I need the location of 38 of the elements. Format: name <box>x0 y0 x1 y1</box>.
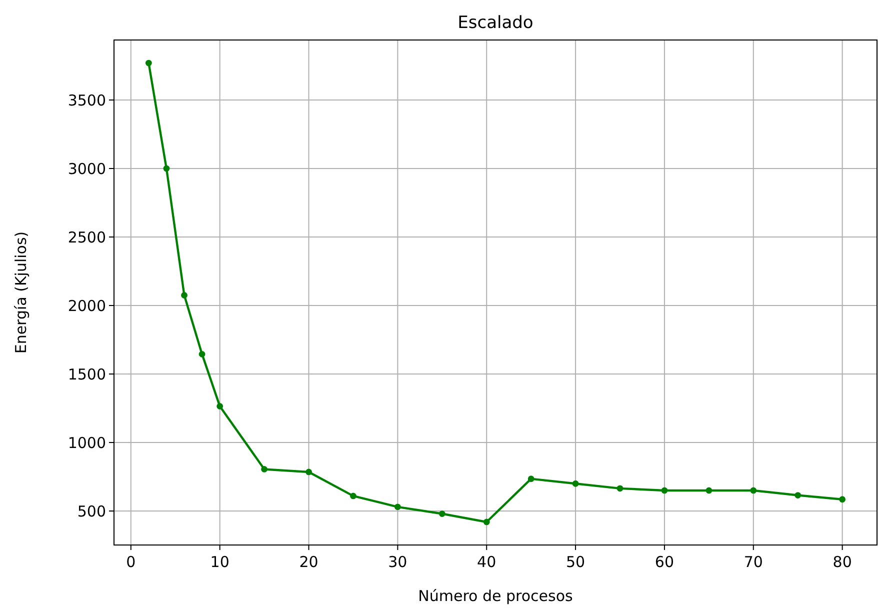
x-tick-label: 40 <box>477 553 496 571</box>
x-tick-label: 30 <box>388 553 408 571</box>
x-tick-label: 50 <box>566 553 586 571</box>
y-tick-label: 2000 <box>68 296 106 315</box>
point <box>528 476 534 482</box>
point <box>306 468 312 476</box>
point <box>706 487 712 494</box>
y-tick-label: 1500 <box>68 365 106 384</box>
point <box>794 492 802 498</box>
y-tick-label: 3000 <box>68 160 106 178</box>
x-tick-label: 20 <box>299 553 318 571</box>
y-tick-label: 1000 <box>68 434 106 452</box>
x-tick-label: 80 <box>832 553 852 571</box>
x-tick-label: 0 <box>126 553 136 571</box>
point <box>839 496 846 503</box>
point <box>616 485 624 492</box>
point <box>261 466 268 472</box>
y-axis-title: Energía (Kjulios) <box>12 231 30 354</box>
x-tick-label: 70 <box>744 553 763 571</box>
point <box>483 518 490 526</box>
y-tick-label: 3500 <box>68 91 106 110</box>
y-tick-label: 500 <box>77 502 106 520</box>
point <box>750 487 757 494</box>
point <box>572 480 579 487</box>
x-tick-label: 60 <box>654 553 674 571</box>
point <box>181 292 188 298</box>
point <box>145 60 152 66</box>
point <box>198 350 206 358</box>
y-tick-label: 2500 <box>68 228 106 246</box>
x-tick-label: 10 <box>210 553 230 571</box>
point <box>163 165 170 172</box>
chart-title: Escalado <box>458 13 534 33</box>
point <box>394 504 401 510</box>
point <box>350 492 356 500</box>
point <box>216 403 224 410</box>
x-axis-title: Número de procesos <box>418 587 574 605</box>
point <box>661 487 668 494</box>
point <box>438 510 446 517</box>
